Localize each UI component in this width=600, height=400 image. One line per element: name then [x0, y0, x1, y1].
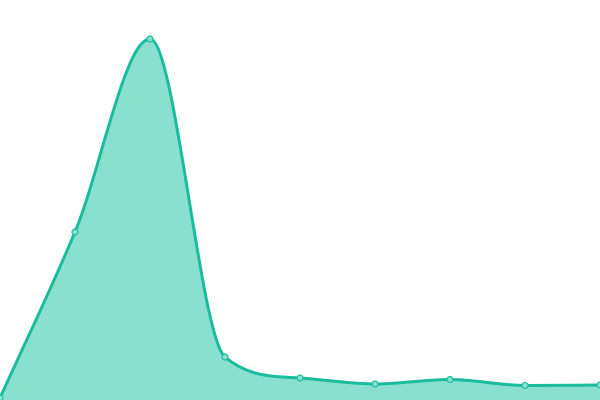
area-fill	[0, 39, 600, 400]
data-point	[221, 353, 229, 361]
data-point	[146, 35, 154, 43]
data-point	[446, 375, 454, 384]
data-point	[71, 228, 79, 236]
data-point	[521, 381, 529, 390]
data-point	[371, 380, 379, 388]
data-point	[596, 381, 600, 389]
data-point	[296, 374, 304, 382]
data-point	[0, 394, 4, 400]
data-markers	[0, 35, 600, 400]
